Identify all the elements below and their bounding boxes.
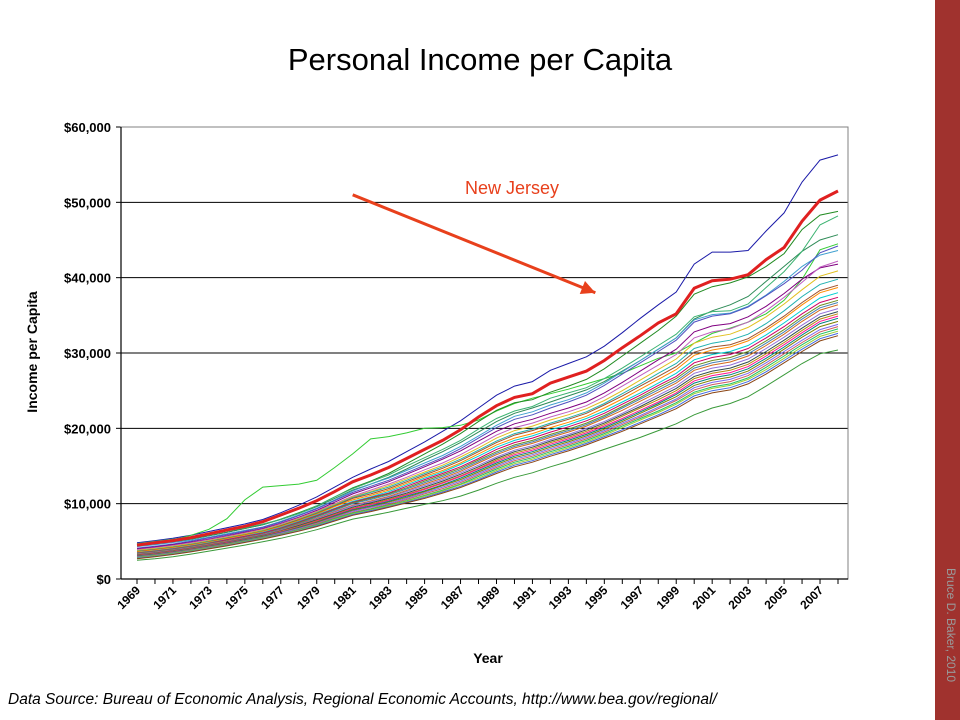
y-tick-label: $20,000 [64,421,111,436]
y-tick-label: $10,000 [64,497,111,512]
x-tick-label: 1999 [654,583,683,612]
y-tick-label: $50,000 [64,195,111,210]
y-tick-label: $0 [97,572,111,587]
side-band [935,0,960,720]
x-tick-label: 2001 [690,583,719,612]
series-line-state-10 [136,270,839,551]
x-tick-label: 1973 [186,583,215,612]
x-tick-label: 2003 [725,583,754,612]
series-line-mississippi [136,349,839,561]
x-tick-label: 1975 [222,583,251,612]
x-tick-label: 2005 [761,583,790,612]
x-tick-label: 1981 [330,583,359,612]
series-line-state-6 [136,250,839,548]
series-layer [136,154,839,561]
x-tick-label: 1969 [114,583,143,612]
series-line-state-7 [136,245,839,549]
series-line-state-21 [136,313,839,556]
x-tick-label: 1979 [294,583,323,612]
y-tick-label: $40,000 [64,271,111,286]
annotation-arrow-shaft [352,193,596,295]
x-tick-label: 1977 [258,583,287,612]
series-line-new-york [136,215,839,545]
author-credit: Bruce D. Baker, 2010 [944,568,958,683]
series-line-state-8 [136,263,839,550]
x-axis-label: Year [473,650,503,666]
series-line-connecticut [136,154,839,544]
series-line-state-30 [136,335,839,560]
annotation-layer: New Jersey [352,178,596,295]
x-tick-label: 1987 [438,583,467,612]
series-line-state-15 [136,296,839,554]
highlight-layer [136,189,839,547]
slide-title: Personal Income per Capita [287,42,673,77]
x-tick-label: 2007 [797,583,826,612]
y-axis-label: Income per Capita [24,291,40,413]
series-line-state-28 [136,330,839,559]
x-tick-label: 1989 [474,583,503,612]
series-line-state-19 [136,308,839,555]
series-line-state-14 [136,292,839,554]
y-tick-label: $60,000 [64,120,111,135]
series-line-alaska [136,243,839,545]
x-tick-label: 1991 [510,583,539,612]
x-tick-label: 1971 [150,583,179,612]
series-line-state-9 [136,260,839,551]
data-source-footer: Data Source: Bureau of Economic Analysis… [8,691,717,708]
annotation-new-jersey: New Jersey [465,178,559,198]
series-line-state-18 [136,304,839,555]
x-tick-label: 1995 [582,583,611,612]
series-line-state-12 [136,284,839,552]
line-chart: $0 $10,000 $20,000 $30,000 $40,000 $50,000 $60… [24,120,849,666]
x-tick-label: 1997 [618,583,647,612]
x-tick-label: 1983 [366,583,395,612]
x-tick-label: 1993 [546,583,575,612]
series-line-state-13 [136,287,839,553]
series-line-maryland [136,234,839,546]
annotation-arrow-head [579,281,596,294]
y-tick-label: $30,000 [64,346,111,361]
x-tick-label: 1985 [402,583,431,612]
series-line-new-jersey [136,189,839,547]
